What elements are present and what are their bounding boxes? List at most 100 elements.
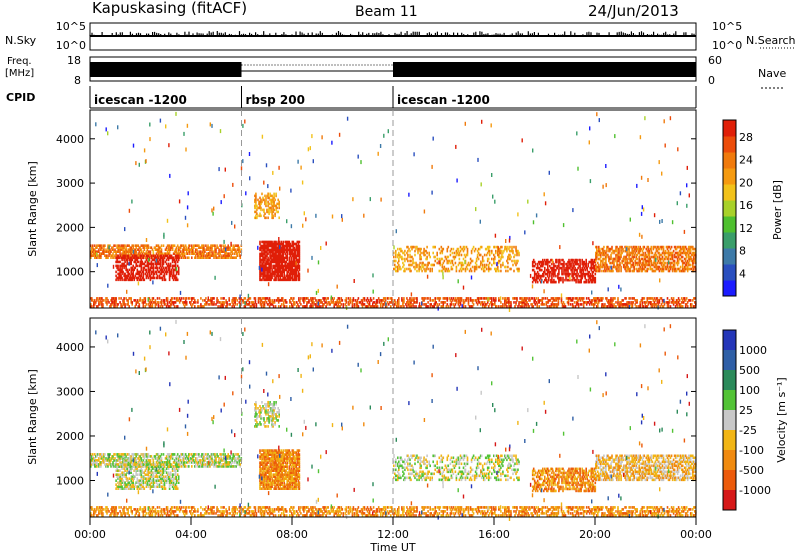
heatmap-cell: [530, 303, 532, 306]
heatmap-cell: [276, 270, 278, 274]
heatmap-cell: [598, 263, 600, 267]
heatmap-cell: [100, 299, 102, 302]
heatmap-cell: [267, 272, 269, 276]
heatmap-cell: [172, 270, 175, 274]
heatmap-cell: [685, 255, 688, 259]
heatmap-cell: [540, 264, 542, 268]
heatmap-cell: [572, 266, 574, 270]
heatmap-cell: [500, 301, 502, 304]
heatmap-cell: [566, 301, 569, 304]
heatmap-cell: [446, 299, 449, 302]
heatmap-cell: [145, 276, 148, 280]
heatmap-cell: [297, 246, 300, 250]
heatmap-cell: [275, 270, 277, 274]
heatmap-cell: [600, 255, 602, 259]
heatmap-cell: [679, 191, 682, 196]
heatmap-cell: [640, 247, 643, 251]
heatmap-cell: [360, 299, 363, 302]
heatmap-cell: [646, 299, 649, 302]
heatmap-cell: [381, 303, 384, 306]
heatmap-cell: [203, 252, 205, 255]
heatmap-cell: [280, 258, 282, 262]
heatmap-cell: [571, 270, 573, 274]
heatmap-cell: [171, 256, 174, 260]
heatmap-cell: [150, 305, 153, 308]
heatmap-cell: [272, 258, 274, 262]
heatmap-cell: [628, 301, 630, 304]
heatmap-cell: [269, 262, 271, 266]
heatmap-cell: [128, 297, 130, 300]
heatmap-cell: [578, 280, 580, 284]
heatmap-cell: [402, 261, 404, 265]
heatmap-cell: [692, 245, 694, 249]
heatmap-cell: [523, 297, 525, 300]
heatmap-cell: [382, 303, 385, 306]
heatmap-cell: [272, 242, 274, 246]
heatmap-cell: [672, 267, 675, 271]
heatmap-cell: [416, 245, 418, 249]
heatmap-cell: [519, 305, 521, 308]
heatmap-cell: [140, 248, 143, 251]
heatmap-cell: [661, 255, 664, 259]
heatmap-cell: [649, 301, 652, 306]
heatmap-cell: [530, 297, 532, 300]
heatmap-cell: [626, 263, 628, 267]
heatmap-cell: [360, 303, 363, 306]
heatmap-cell: [155, 244, 158, 247]
heatmap-cell: [575, 272, 577, 276]
heatmap-cell: [582, 270, 584, 274]
heatmap-cell: [157, 252, 160, 255]
heatmap-cell: [670, 297, 673, 300]
heatmap-cell: [410, 259, 412, 263]
heatmap-cell: [568, 262, 570, 266]
heatmap-cell: [262, 270, 264, 274]
heatmap-cell: [466, 297, 469, 300]
heatmap-cell: [269, 248, 271, 252]
heatmap-cell: [112, 254, 114, 257]
heatmap-cell: [278, 204, 280, 208]
heatmap-cell: [283, 248, 285, 252]
heatmap-cell: [691, 267, 693, 271]
heatmap-cell: [424, 269, 426, 273]
heatmap-cell: [633, 269, 635, 273]
heatmap-cell: [187, 248, 189, 251]
heatmap-cell: [271, 204, 273, 208]
heatmap-cell: [485, 253, 488, 257]
heatmap-cell: [323, 303, 325, 306]
heatmap-cell: [409, 253, 411, 257]
heatmap-cell: [110, 254, 112, 257]
heatmap-cell: [142, 276, 145, 280]
heatmap-cell: [541, 262, 543, 266]
heatmap-cell: [135, 254, 137, 258]
heatmap-cell: [131, 266, 133, 270]
heatmap-cell: [622, 247, 624, 251]
heatmap-cell: [163, 274, 166, 278]
heatmap-cell: [281, 258, 283, 262]
heatmap-cell: [296, 252, 299, 256]
heatmap-cell: [683, 265, 686, 269]
heatmap-cell: [669, 253, 672, 257]
heatmap-cell: [494, 261, 496, 265]
heatmap-cell: [94, 250, 96, 253]
heatmap-cell: [401, 299, 403, 302]
heatmap-cell: [434, 299, 436, 302]
heatmap-cell: [626, 253, 628, 257]
heatmap-cell: [170, 254, 173, 258]
heatmap-cell: [439, 263, 442, 267]
heatmap-cell: [517, 249, 519, 253]
heatmap-cell: [126, 274, 128, 278]
heatmap-cell: [434, 297, 436, 300]
heatmap-cell: [406, 267, 408, 271]
heatmap-cell: [443, 267, 446, 271]
heatmap-cell: [147, 270, 150, 274]
heatmap-cell: [640, 257, 643, 261]
heatmap-cell: [557, 266, 559, 270]
heatmap-cell: [278, 278, 280, 282]
heatmap-cell: [228, 303, 230, 306]
heatmap-cell: [403, 269, 405, 273]
heatmap-cell: [195, 250, 197, 253]
heatmap-cell: [267, 240, 269, 244]
heatmap-cell: [121, 256, 123, 260]
heatmap-cell: [688, 247, 691, 251]
heatmap-cell: [598, 249, 600, 253]
